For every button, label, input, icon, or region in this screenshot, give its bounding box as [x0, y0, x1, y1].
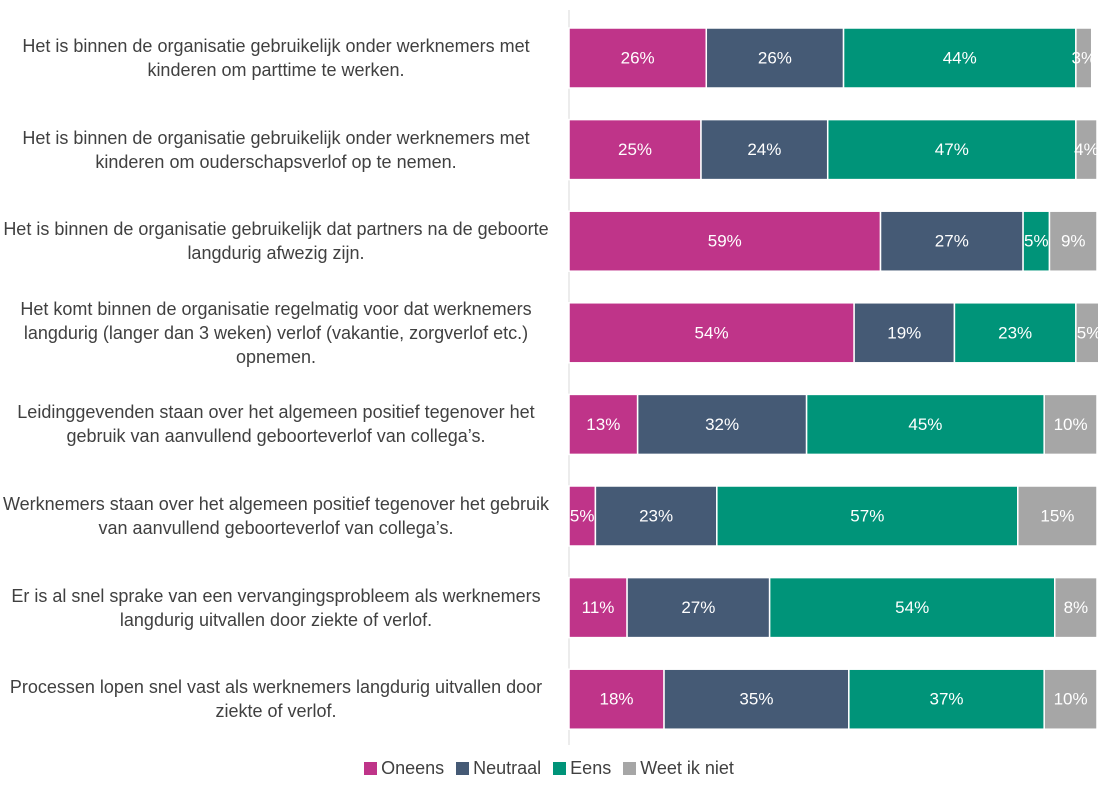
category-label: Het is binnen de organisatie gebruikelij…: [22, 127, 530, 172]
legend-item: Neutraal: [456, 758, 541, 779]
bar-segment: [626, 576, 771, 639]
legend-swatch: [553, 762, 567, 775]
legend-item: Oneens: [364, 758, 444, 779]
legend-label: Oneens: [381, 758, 445, 778]
bar-segment: [1043, 668, 1098, 730]
value-label: 4%: [1074, 140, 1098, 159]
bar-segment: [700, 118, 829, 181]
value-label: 23%: [639, 506, 673, 525]
bar-segment: [879, 210, 1024, 272]
bar-segment: [1043, 393, 1098, 456]
value-label: 24%: [747, 140, 781, 159]
value-label: 23%: [998, 323, 1032, 342]
category-label: Er is al snel sprake van een vervangings…: [11, 585, 541, 630]
legend-swatch: [623, 762, 637, 775]
value-label: 26%: [621, 48, 655, 67]
value-label: 5%: [1077, 323, 1098, 342]
bar-segment: [568, 576, 628, 639]
bar-segment: [594, 485, 718, 547]
value-label: 9%: [1061, 232, 1086, 251]
bar-segment: [636, 393, 808, 456]
legend-item: Eens: [553, 758, 611, 779]
value-label: 57%: [850, 506, 884, 525]
legend-swatch: [456, 762, 470, 775]
value-label: 5%: [1024, 232, 1049, 251]
category-label: Processen lopen snel vast als werknemers…: [9, 677, 543, 722]
value-label: 44%: [943, 48, 977, 67]
value-label: 54%: [895, 598, 929, 617]
bar-segment: [842, 27, 1077, 89]
legend-label: Eens: [570, 758, 612, 778]
bar-segment: [853, 302, 956, 364]
category-label: Het is binnen de organisatie gebruikelij…: [22, 36, 530, 80]
value-label: 8%: [1064, 598, 1089, 617]
value-label: 10%: [1054, 690, 1088, 709]
bar-segment: [568, 118, 702, 181]
value-label: 11%: [582, 598, 615, 617]
value-label: 5%: [570, 506, 595, 525]
bar-segment: [568, 302, 855, 364]
value-label: 47%: [935, 140, 969, 159]
bar-segment: [1048, 210, 1098, 272]
bar-segment: [1054, 576, 1098, 639]
bar-segment: [568, 485, 597, 547]
value-label: 26%: [758, 48, 792, 67]
bar-segment: [568, 393, 639, 456]
legend: Oneens Neutraal Eens Weet ik niet: [0, 758, 1098, 779]
value-label: 25%: [618, 140, 652, 159]
legend-label: Weet ik niet: [640, 758, 734, 778]
value-label: 18%: [600, 690, 634, 709]
bar-segment: [826, 118, 1077, 181]
value-label: 54%: [695, 323, 729, 342]
legend-swatch: [364, 762, 378, 775]
value-label: 45%: [908, 415, 942, 434]
value-label: 27%: [681, 598, 715, 617]
value-label: 13%: [586, 415, 620, 434]
bar-segment: [1075, 302, 1098, 364]
category-label: Leidinggevenden staan over het algemeen …: [17, 402, 535, 447]
value-label: 27%: [935, 232, 969, 251]
value-label: 10%: [1054, 415, 1088, 434]
value-label: 15%: [1040, 506, 1074, 525]
bar-segment: [953, 302, 1077, 364]
legend-label: Neutraal: [473, 758, 542, 778]
bar-segment: [568, 668, 665, 730]
value-label: 32%: [705, 415, 739, 434]
bar-segment: [1022, 210, 1051, 272]
value-label: 59%: [708, 232, 742, 251]
bar-segment: [568, 210, 882, 272]
category-label: Het is binnen de organisatie gebruikelij…: [3, 219, 549, 264]
category-label: Werknemers staan over het algemeen posit…: [3, 494, 549, 538]
bar-segment: [1075, 118, 1098, 181]
value-label: 3%: [1072, 48, 1097, 67]
bar-segment: [805, 393, 1045, 456]
bar-segment: [705, 27, 845, 89]
bar-segment: [1075, 27, 1093, 89]
bar-segment: [716, 485, 1019, 547]
value-label: 19%: [887, 323, 921, 342]
category-label: Het komt binnen de organisatie regelmati…: [20, 298, 532, 367]
bar-segment: [1017, 485, 1098, 547]
value-label: 35%: [739, 690, 773, 709]
bar-segment: [768, 576, 1056, 639]
value-label: 37%: [930, 690, 964, 709]
legend-item: Weet ik niet: [623, 758, 734, 779]
